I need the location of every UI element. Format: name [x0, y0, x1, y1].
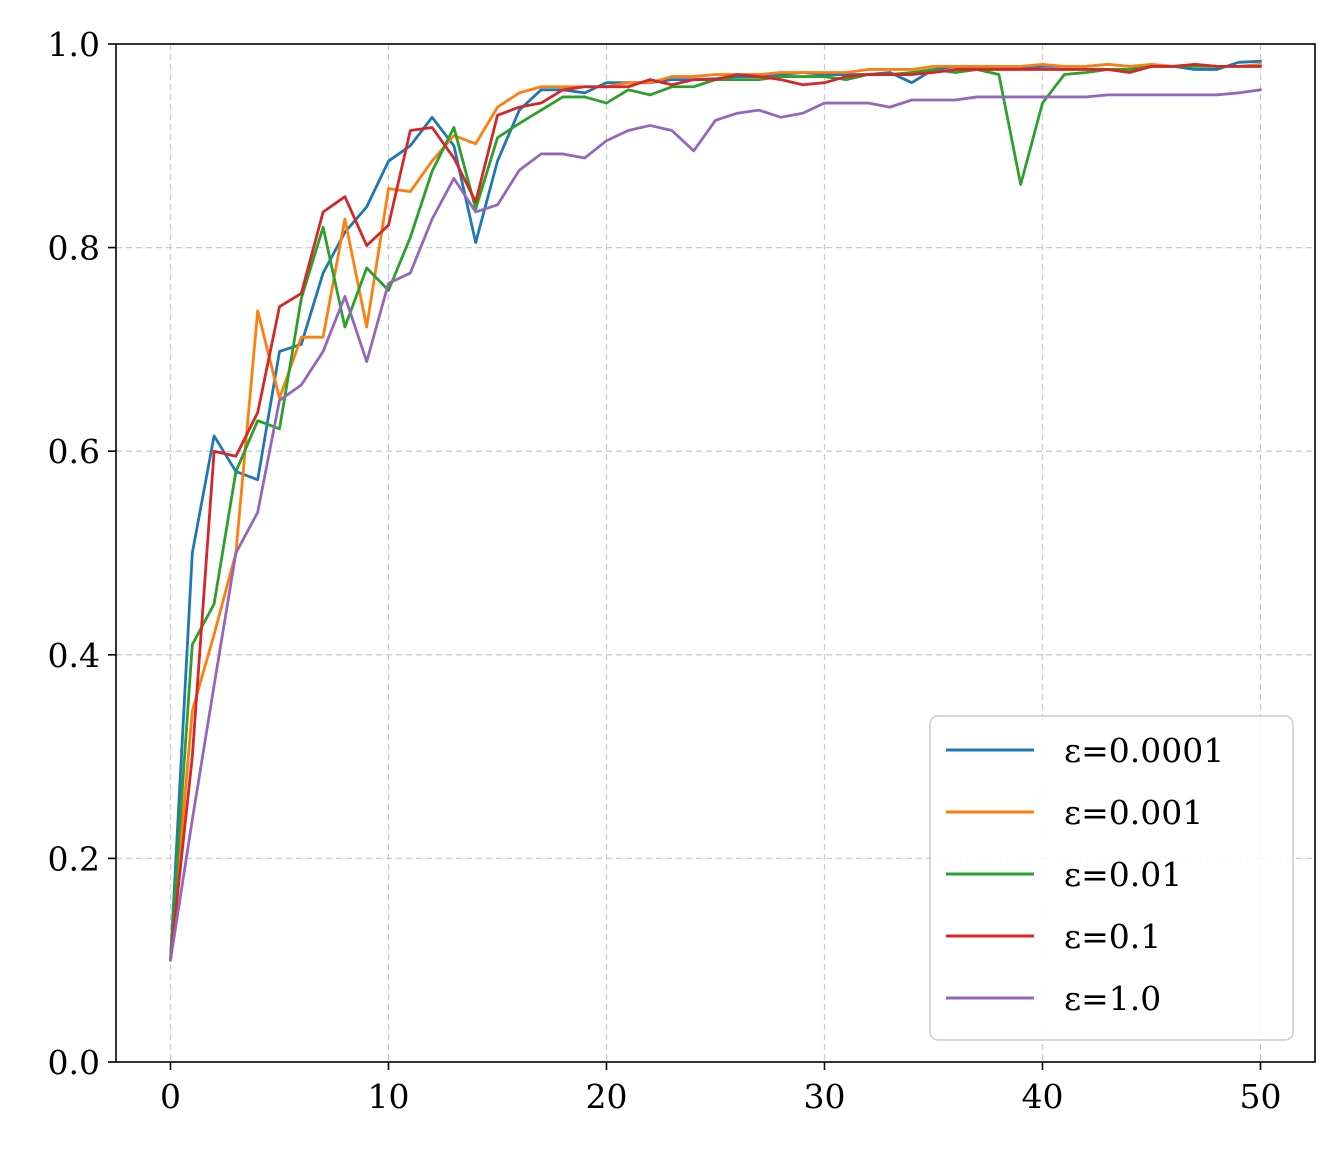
series-line-4: [169, 88, 1262, 962]
series-line-3: [169, 62, 1262, 962]
y-tick-label: 0.6: [48, 432, 100, 471]
legend-label-2: ε=0.01: [1064, 855, 1182, 894]
x-tick-label: 30: [804, 1077, 846, 1116]
y-tick-label: 0.8: [48, 229, 100, 268]
y-tick-label: 0.2: [48, 839, 100, 878]
x-tick-label: 10: [368, 1077, 410, 1116]
y-tick-label: 0.4: [48, 636, 100, 675]
legend-box: [929, 715, 1294, 1041]
y-tick-label: 1.0: [48, 25, 100, 64]
x-tick-label: 20: [586, 1077, 628, 1116]
legend-label-1: ε=0.001: [1064, 793, 1203, 832]
x-tick-label: 40: [1022, 1077, 1064, 1116]
legend: ε=0.0001 ε=0.001 ε=0.01 ε=0.1 ε=1.0: [929, 715, 1294, 1041]
x-tick-label: 50: [1240, 1077, 1282, 1116]
x-tick-label: 0: [160, 1077, 181, 1116]
legend-label-4: ε=1.0: [1064, 979, 1161, 1018]
plot-frame: [115, 43, 1316, 1063]
axis-ticks: 0 10 20 30 40 50 0.0 0.2 0.4 0.6 0.8 1.0: [48, 25, 1282, 1116]
legend-label-3: ε=0.1: [1064, 917, 1161, 956]
y-tick-label: 0.0: [48, 1043, 100, 1082]
series-lines: [169, 59, 1262, 962]
series-line-1: [169, 62, 1262, 962]
legend-label-0: ε=0.0001: [1064, 731, 1224, 770]
